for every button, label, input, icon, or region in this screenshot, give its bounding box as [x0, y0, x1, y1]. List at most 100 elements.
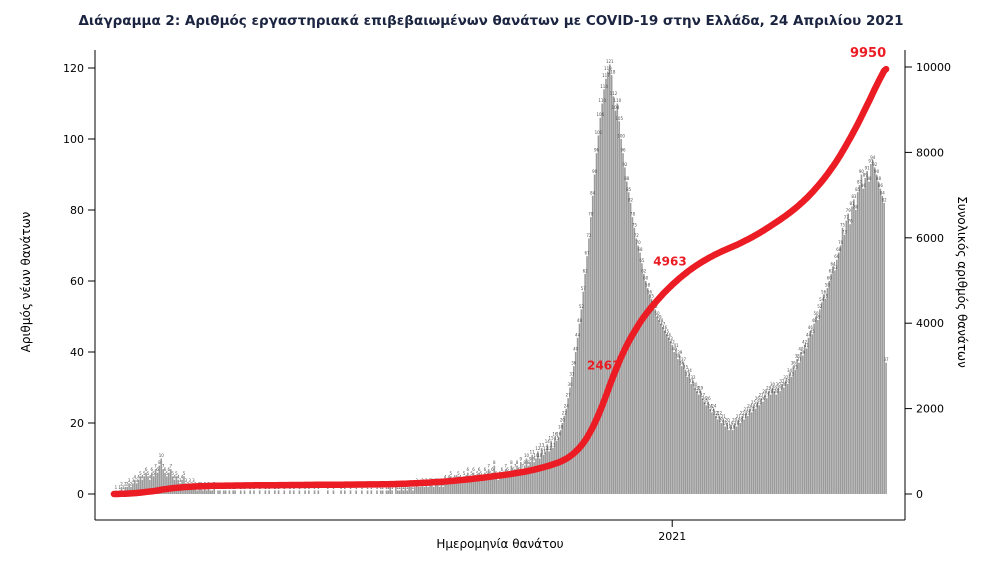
bar-value-label: 16 — [556, 432, 562, 437]
bar-value-label: 6 — [478, 467, 481, 472]
bar — [139, 476, 142, 494]
bar-value-label: 41 — [673, 343, 679, 348]
bar-value-label: 6 — [512, 467, 515, 472]
bar-value-label: 30 — [770, 382, 776, 387]
bar-value-label: 9 — [520, 457, 523, 462]
bar-value-label: 118 — [608, 70, 616, 75]
bar-value-label: 37 — [681, 357, 687, 362]
bar-value-label: 40 — [672, 347, 678, 352]
bar — [624, 167, 626, 494]
bar — [837, 252, 840, 494]
bar-value-label: 1 — [122, 485, 125, 490]
bar — [542, 454, 545, 494]
bar-value-label: 3 — [185, 478, 188, 483]
bar — [684, 369, 687, 494]
bar — [841, 227, 844, 494]
bar — [385, 490, 388, 494]
bar — [731, 430, 734, 494]
bar-value-label: 112 — [610, 91, 618, 96]
bar — [436, 483, 439, 494]
bar — [790, 376, 793, 494]
bar-value-label: 105 — [615, 116, 623, 121]
bar — [851, 206, 853, 494]
bar — [499, 476, 501, 494]
bar-value-label: 63 — [832, 265, 838, 270]
bar-value-label: 75 — [840, 222, 846, 227]
bar — [743, 419, 745, 494]
bar-value-label: 9 — [529, 457, 532, 462]
bar — [652, 305, 655, 494]
bar — [639, 252, 641, 494]
bar-value-label: 92 — [872, 162, 878, 167]
bar — [824, 298, 827, 494]
bar-value-label: 90 — [874, 169, 880, 174]
bar — [784, 380, 787, 494]
bar — [423, 486, 426, 494]
bar — [463, 476, 465, 494]
bar-value-label: 6 — [145, 467, 148, 472]
bar — [203, 486, 206, 494]
bar — [432, 486, 435, 494]
bar-value-label: 110 — [598, 98, 606, 103]
bar — [788, 373, 791, 494]
bar — [860, 174, 863, 494]
bar — [444, 479, 446, 494]
bar — [720, 423, 723, 494]
bar-value-label: 72 — [586, 233, 592, 238]
bar — [870, 163, 872, 494]
bar — [745, 412, 747, 494]
bar — [135, 483, 138, 494]
bar — [438, 486, 441, 494]
bar — [881, 195, 884, 495]
bar — [283, 490, 286, 494]
final-total-label: 9950 — [850, 46, 886, 61]
bar-value-label: 88 — [876, 176, 882, 181]
bar-value-label: 83 — [851, 194, 857, 199]
bar-value-label: 57 — [581, 286, 587, 291]
bar-value-label: 6 — [501, 467, 504, 472]
bar — [603, 89, 605, 495]
bar-value-label: 5 — [480, 471, 483, 476]
bar — [465, 479, 467, 494]
bar — [474, 479, 477, 494]
bar — [762, 401, 764, 494]
bar — [747, 415, 749, 494]
bar — [514, 469, 516, 494]
bar — [758, 405, 761, 494]
bar-value-label: 23 — [709, 407, 715, 412]
bar — [160, 458, 163, 494]
bar — [491, 472, 494, 494]
bar — [845, 220, 848, 494]
bar — [707, 401, 709, 494]
cumulative-line-path — [110, 65, 890, 498]
bar-value-label: 73 — [842, 229, 848, 234]
bar — [389, 486, 392, 494]
bar — [391, 490, 393, 494]
bar-value-label: 14 — [545, 439, 551, 444]
bar-value-label: 11 — [541, 449, 547, 454]
bar — [803, 344, 806, 494]
daily-deaths-bars — [115, 64, 887, 495]
bar — [586, 256, 588, 494]
bar — [826, 288, 829, 494]
bar — [885, 362, 887, 494]
bar-value-label: 12 — [535, 446, 541, 451]
bar — [518, 472, 520, 494]
bar — [690, 383, 692, 494]
bar — [807, 337, 810, 494]
bar — [476, 476, 479, 494]
bar — [133, 479, 136, 494]
bar — [349, 490, 352, 494]
bar — [754, 408, 757, 494]
bar — [243, 490, 246, 494]
bar — [646, 288, 649, 494]
bar-value-label: 4 — [173, 474, 176, 479]
bar-value-label: 82 — [628, 197, 634, 202]
bar-value-label: 64 — [831, 261, 837, 266]
bar-value-label: 25 — [757, 400, 763, 405]
bar-value-label: 5 — [457, 471, 460, 476]
bar — [344, 490, 346, 494]
bar — [671, 344, 674, 494]
bar — [794, 369, 797, 494]
bar-value-label: 27 — [700, 393, 706, 398]
